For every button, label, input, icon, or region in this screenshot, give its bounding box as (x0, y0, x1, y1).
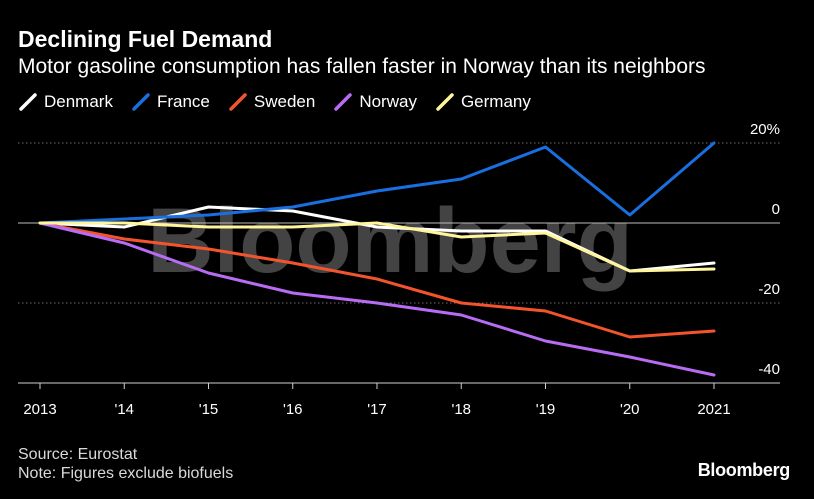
x-tick-label: '17 (367, 401, 387, 418)
bloomberg-logo: Bloomberg (697, 460, 791, 480)
legend-label: Norway (359, 92, 417, 111)
legend-label: Sweden (253, 92, 316, 111)
x-tick-label: '16 (283, 401, 303, 418)
series-lines (38, 141, 716, 377)
y-tick-label: -20 (758, 281, 780, 298)
series-line-sweden (38, 221, 716, 339)
x-tick-label: '19 (536, 401, 556, 418)
chart-legend: Denmark France Sweden Norway Germany (18, 92, 549, 112)
y-tick-label: -40 (758, 361, 780, 378)
legend-swatch-icon (229, 93, 247, 111)
legend-item-norway: Norway (333, 92, 417, 112)
x-tick-label: 2021 (697, 401, 730, 418)
x-tick-label: '14 (114, 401, 134, 418)
legend-label: France (156, 92, 210, 111)
legend-item-france: France (131, 92, 210, 112)
x-tick-label: '20 (620, 401, 640, 418)
y-tick-label: 0 (772, 201, 780, 218)
x-tick-label: '15 (199, 401, 219, 418)
axes: 20% 0 -20 -40 2013 '14 '15 '16 '17 '18 '19 '20 2021 (18, 121, 780, 418)
y-tick-label: 20% (750, 121, 780, 138)
x-tick-label: 2013 (23, 401, 56, 418)
footnote: Note: Figures exclude biofuels (18, 465, 234, 482)
legend-swatch-icon (334, 93, 353, 111)
series-line-norway (38, 221, 716, 377)
x-tick-label: '18 (451, 401, 471, 418)
legend-item-germany: Germany (435, 92, 531, 112)
series-line-germany (38, 221, 716, 273)
legend-item-sweden: Sweden (228, 92, 315, 112)
legend-swatch-icon (19, 93, 37, 111)
legend-label: Germany (460, 92, 531, 111)
chart-subtitle: Motor gasoline consumption has fallen fa… (18, 55, 706, 78)
legend-item-denmark: Denmark (18, 92, 113, 112)
legend-swatch-icon (132, 93, 150, 111)
legend-label: Denmark (44, 92, 113, 111)
source-note: Source: Eurostat (18, 446, 138, 463)
chart-title: Declining Fuel Demand (18, 26, 273, 52)
series-line-france (38, 141, 716, 225)
legend-swatch-icon (436, 93, 454, 111)
